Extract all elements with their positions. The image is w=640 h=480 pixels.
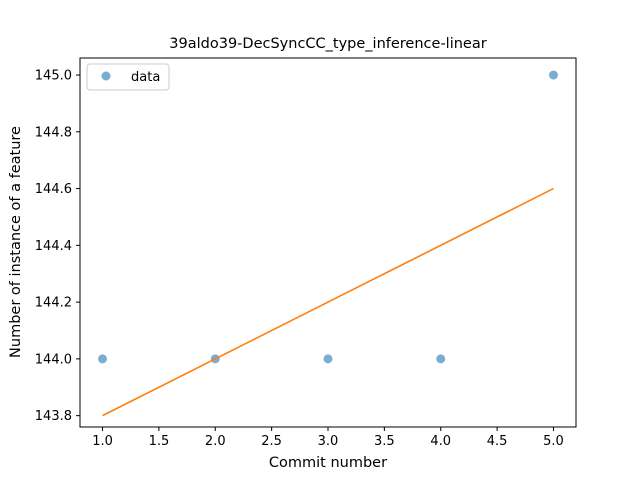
linear-fit-line [102,187,554,417]
x-tick-label: 2.0 [205,434,226,449]
chart-title: 39aldo39-DecSyncCC_type_inference-linear [169,36,486,52]
data-point [548,70,558,80]
y-axis-label: Number of instance of a feature [8,126,24,358]
y-tick-label: 144.0 [35,352,72,367]
y-tick-label: 144.6 [35,182,72,197]
x-tick-label: 4.0 [430,434,451,449]
data-point [98,354,108,364]
y-axis-ticks: 143.8 144.0 144.2 144.4 144.6 144.8 145.0 [35,69,80,424]
legend-box [86,63,170,91]
x-tick-label: 1.0 [92,434,113,449]
legend: data [86,63,170,91]
x-tick-label: 4.5 [487,434,508,449]
y-tick-label: 143.8 [35,409,72,424]
x-tick-label: 1.5 [149,434,170,449]
x-tick-label: 5.0 [543,434,564,449]
x-axis-label: Commit number [269,455,387,471]
axes-frame [79,57,577,428]
x-tick-label: 2.5 [261,434,282,449]
y-tick-label: 145.0 [35,69,72,84]
x-axis-ticks: 1.0 1.5 2.0 2.5 3.0 3.5 4.0 4.5 5.0 [92,427,564,449]
data-point [323,354,333,364]
legend-marker-data [101,71,111,81]
data-point [436,354,446,364]
y-tick-label: 144.4 [35,239,72,254]
x-tick-label: 3.0 [318,434,339,449]
y-tick-label: 144.8 [35,125,72,140]
x-tick-label: 3.5 [374,434,395,449]
y-tick-label: 144.2 [35,296,72,311]
legend-label-data: data [131,70,160,85]
plot-area [98,70,558,417]
